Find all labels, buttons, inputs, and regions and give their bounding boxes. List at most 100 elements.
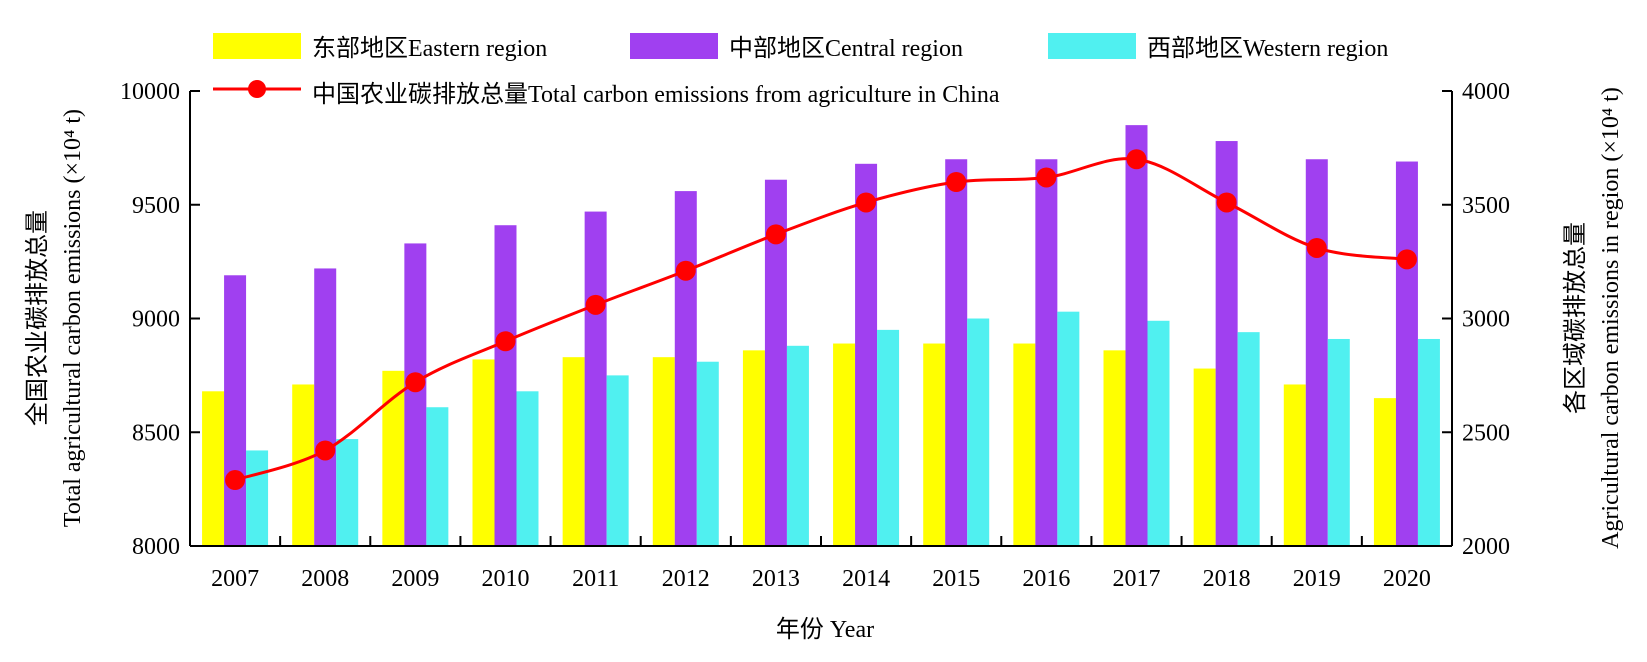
bar-central-2008 [314,268,337,546]
right-axis-title: 各区域碳排放总量 Agricultural carbon emissions i… [1562,87,1624,549]
bar-central-2010 [494,225,517,546]
bar-western-2019 [1327,338,1350,546]
bar-central-2012 [674,191,697,546]
legend-item-central: 中部地区Central region [630,33,963,62]
x-tick-label-2010: 2010 [482,566,530,592]
total-point-2013 [765,224,786,245]
bar-central-2013 [764,179,787,546]
bar-eastern-2019 [1283,384,1306,546]
total-point-2015 [946,172,967,192]
x-tick-label-2007: 2007 [211,566,259,592]
left-tick-label: 8000 [132,534,180,560]
total-point-2011 [585,294,606,315]
total-point-2007 [225,470,246,491]
bar-eastern-2014 [833,343,856,546]
bar-eastern-2009 [382,370,405,546]
total-point-2010 [495,331,516,352]
bar-western-2017 [1147,320,1170,546]
right-axis-title-cn: 各区域碳排放总量 [1562,222,1589,414]
bar-central-2011 [584,211,607,546]
bar-eastern-2017 [1103,350,1126,546]
x-ticks: 2007 2008 2009 2010 2011 2012 2013 2014 2015 2016… [211,536,1431,592]
bar-western-2020 [1417,338,1440,546]
legend-item-western: 西部地区Western region [1048,33,1388,62]
left-tick-label: 9000 [132,307,180,333]
bar-central-2016 [1035,159,1058,546]
x-tick-label-2019: 2019 [1293,566,1341,592]
legend-item-total: 中国农业碳排放总量Total carbon emissions from agr… [213,80,1000,108]
bar-eastern-2016 [1013,343,1036,546]
right-axis-title-en: Agricultural carbon emissions in region … [1598,87,1624,549]
bar-central-2017 [1125,125,1148,546]
x-tick-label-2016: 2016 [1022,566,1070,592]
left-tick-label: 9500 [132,193,180,219]
total-point-2019 [1306,237,1327,258]
bar-western-2018 [1237,332,1260,546]
x-tick-label-2017: 2017 [1113,566,1161,592]
bar-eastern-2018 [1193,368,1216,546]
left-tick-label: 10000 [120,79,180,105]
total-point-2014 [856,192,877,213]
x-tick-label-2011: 2011 [572,566,619,592]
bar-central-2007 [224,275,247,546]
right-tick-label: 4000 [1462,79,1510,105]
left-axis-title: 全国农业碳排放总量 Total agricultural carbon emis… [24,109,86,527]
bar-western-2015 [967,318,990,546]
right-tick-label: 2500 [1462,420,1510,446]
right-tick-label: 3000 [1462,307,1510,333]
bar-eastern-2007 [202,391,225,546]
legend-marker-total [248,80,266,98]
bar-eastern-2015 [923,343,946,546]
x-axis-title: 年份 Year [776,616,874,643]
bars [202,125,1440,547]
legend-swatch-eastern [213,33,301,59]
bar-western-2009 [426,407,449,546]
bar-central-2018 [1215,141,1238,547]
bar-eastern-2008 [292,384,315,546]
bar-central-2014 [855,163,878,547]
bar-central-2009 [404,243,427,547]
left-axis-title-cn: 全国农业碳排放总量 [24,210,51,426]
legend-label-western: 西部地区Western region [1147,35,1388,62]
bar-eastern-2012 [652,357,675,546]
bar-western-2007 [246,450,269,546]
x-tick-label-2013: 2013 [752,566,800,592]
bar-western-2011 [606,375,629,546]
left-ticks: 8000 8500 9000 9500 10000 [120,79,200,560]
axes: 8000 8500 9000 9500 10000 2000 2500 3000 3500 40… [120,79,1510,592]
x-tick-label-2014: 2014 [842,566,890,592]
x-tick-label-2012: 2012 [662,566,710,592]
total-point-2008 [315,440,336,461]
bar-western-2013 [786,345,809,546]
legend-label-total: 中国农业碳排放总量Total carbon emissions from agr… [312,81,1000,108]
bar-central-2020 [1395,161,1418,546]
bar-eastern-2010 [472,359,495,546]
bar-western-2014 [877,329,900,546]
bar-eastern-2013 [742,350,765,546]
legend-swatch-central [630,33,718,59]
bar-eastern-2011 [562,357,585,546]
right-tick-label: 2000 [1462,534,1510,560]
legend-swatch-western [1048,33,1136,59]
x-tick-label-2008: 2008 [301,566,349,592]
x-tick-label-2020: 2020 [1383,566,1431,592]
bar-western-2016 [1057,311,1080,546]
total-line-layer [225,149,1417,491]
total-point-2017 [1126,149,1147,170]
bar-eastern-2020 [1373,398,1396,546]
legend-label-central: 中部地区Central region [729,35,963,62]
right-tick-label: 3500 [1462,193,1510,219]
legend-label-eastern: 东部地区Eastern region [312,35,547,62]
total-point-2018 [1216,192,1237,213]
left-axis-title-en: Total agricultural carbon emissions (×10… [60,109,86,527]
total-point-2020 [1396,249,1417,270]
x-tick-label-2009: 2009 [391,566,439,592]
total-point-2012 [675,260,696,281]
bar-western-2008 [336,439,359,546]
right-ticks: 2000 2500 3000 3500 4000 [1442,79,1510,560]
left-tick-label: 8500 [132,420,180,446]
bar-central-2015 [945,159,968,546]
bar-central-2019 [1305,159,1328,546]
total-point-2009 [405,372,426,393]
